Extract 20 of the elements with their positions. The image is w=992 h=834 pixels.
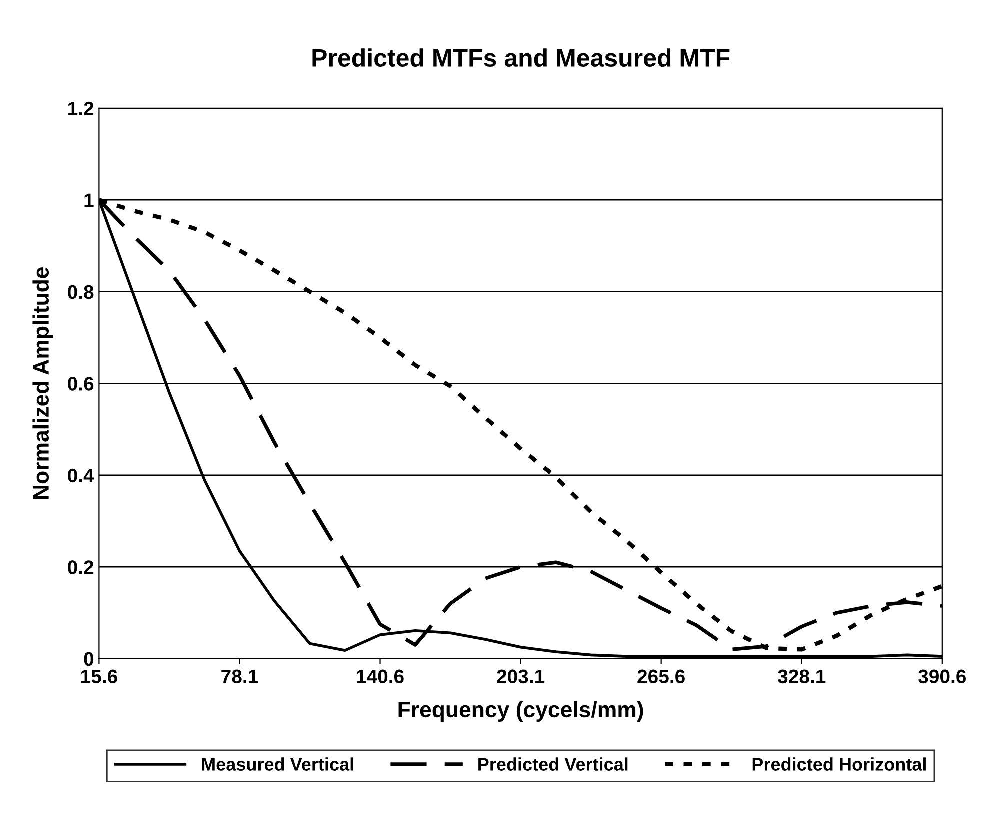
y-tick-label: 0.8 [68, 285, 94, 300]
legend-label: Measured Vertical [202, 758, 354, 771]
x-tick-label: 78.1 [222, 670, 258, 684]
y-tick-label: 0.6 [68, 377, 94, 391]
y-tick-label: 1 [84, 194, 94, 208]
y-axis-title: Normalized Amplitude [32, 268, 54, 500]
y-tick-label: 0.4 [68, 468, 94, 483]
x-tick-label: 140.6 [357, 670, 404, 684]
x-tick-label: 328.1 [778, 670, 826, 684]
chart-title: Predicted MTFs and Measured MTF [312, 48, 730, 67]
y-tick-label: 1.2 [68, 102, 94, 116]
legend-label: Predicted Horizontal [752, 758, 926, 771]
x-tick-label: 203.1 [497, 670, 545, 684]
y-tick-label: 0.2 [68, 560, 94, 574]
y-tick-label: 0 [84, 652, 94, 666]
x-tick-label: 390.6 [918, 670, 966, 684]
x-tick-label: 15.6 [82, 670, 118, 684]
legend-label: Predicted Vertical [478, 758, 628, 771]
x-axis-title: Frequency (cycels/mm) [398, 701, 644, 722]
x-tick-label: 265.6 [638, 670, 685, 684]
